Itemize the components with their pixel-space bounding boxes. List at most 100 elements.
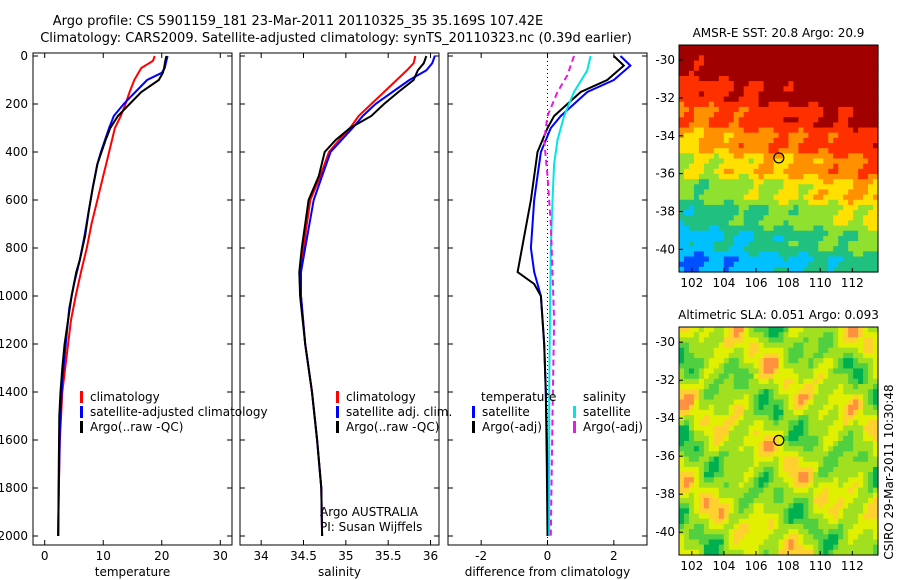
map-cell xyxy=(723,204,730,211)
map-cell xyxy=(688,199,695,206)
map-cell xyxy=(743,163,750,170)
map-cell xyxy=(738,368,745,375)
map-cell xyxy=(718,194,725,201)
map-cell xyxy=(708,127,715,134)
map-cell xyxy=(723,189,730,196)
map-cell xyxy=(733,347,740,354)
map-cell xyxy=(738,91,745,98)
map-cell xyxy=(723,60,730,67)
map-cell xyxy=(708,101,715,108)
map-cell xyxy=(738,220,745,227)
map-cell xyxy=(753,342,760,349)
map-cell xyxy=(713,523,720,530)
map-cell xyxy=(698,179,705,185)
map-cell xyxy=(738,466,745,473)
map-cell xyxy=(863,215,869,222)
map-cell xyxy=(703,513,710,520)
map-cell xyxy=(763,215,770,222)
map-cell xyxy=(683,420,690,427)
map-cell xyxy=(733,45,740,51)
map-cell xyxy=(858,430,864,437)
map-cell xyxy=(813,404,819,411)
map-cell xyxy=(718,50,725,56)
map-cell xyxy=(713,415,720,421)
y-tick-label: -38 xyxy=(655,204,675,218)
map-cell xyxy=(683,384,690,390)
map-cell xyxy=(743,220,750,227)
map-cell xyxy=(773,549,780,556)
map-cell xyxy=(823,158,829,165)
map-cell xyxy=(763,158,770,165)
map-cell xyxy=(688,425,695,432)
map-cell xyxy=(763,451,770,458)
map-cell xyxy=(853,461,859,468)
map-cell xyxy=(813,513,819,520)
map-cell xyxy=(868,45,874,51)
map-cell xyxy=(763,204,770,211)
map-cell xyxy=(853,173,859,180)
legend-label: satellite-adjusted climatology xyxy=(90,405,268,419)
map-cell xyxy=(853,446,859,452)
map-cell xyxy=(708,420,715,427)
map-cell xyxy=(853,127,859,134)
map-cell xyxy=(838,96,844,103)
map-cell xyxy=(708,148,715,154)
map-cell xyxy=(753,225,760,232)
map-cell xyxy=(858,378,864,385)
map-cell xyxy=(728,342,735,349)
map-cell xyxy=(693,399,700,406)
map-cell xyxy=(703,220,710,227)
map-cell xyxy=(853,430,859,437)
map-cell xyxy=(768,101,775,108)
map-cell xyxy=(748,399,755,406)
map-cell xyxy=(773,210,780,216)
map-cell xyxy=(828,189,834,196)
map-cell xyxy=(848,220,854,227)
map-cell xyxy=(813,384,819,390)
map-cell xyxy=(763,456,770,463)
map-cell xyxy=(708,256,715,263)
map-cell xyxy=(783,179,790,185)
map-cell xyxy=(873,199,879,206)
map-cell xyxy=(833,194,839,201)
map-cell xyxy=(753,168,760,175)
map-cell xyxy=(693,122,700,129)
map-cell xyxy=(793,117,799,123)
map-cell xyxy=(683,210,690,216)
map-cell xyxy=(813,409,819,416)
map-cell xyxy=(788,446,795,452)
map-cell xyxy=(763,230,770,237)
map-cell xyxy=(708,158,715,165)
map-cell xyxy=(753,503,760,509)
map-cell xyxy=(693,70,700,77)
map-cell xyxy=(748,534,755,541)
map-cell xyxy=(818,132,824,139)
map-cell xyxy=(773,503,780,509)
map-cell xyxy=(679,96,685,103)
map-cell xyxy=(738,60,745,67)
map-cell xyxy=(763,194,770,201)
map-cell xyxy=(873,60,879,67)
map-cell xyxy=(778,225,785,232)
map-cell xyxy=(843,106,849,113)
map-cell xyxy=(858,256,864,263)
map-cell xyxy=(688,523,695,530)
map-cell xyxy=(798,184,804,191)
map-cell xyxy=(693,168,700,175)
map-cell xyxy=(858,60,864,67)
map-cell xyxy=(853,184,859,191)
map-cell xyxy=(718,117,725,123)
map-cell xyxy=(773,425,780,432)
map-cell xyxy=(688,184,695,191)
map-cell xyxy=(753,65,760,72)
map-cell xyxy=(748,225,755,232)
map-cell xyxy=(773,81,780,87)
map-cell xyxy=(853,544,859,551)
map-cell xyxy=(818,451,824,458)
map-cell xyxy=(808,189,814,196)
map-cell xyxy=(748,435,755,442)
map-cell xyxy=(738,518,745,525)
map-cell xyxy=(703,482,710,489)
map-cell xyxy=(698,544,705,551)
map-cell xyxy=(838,173,844,180)
